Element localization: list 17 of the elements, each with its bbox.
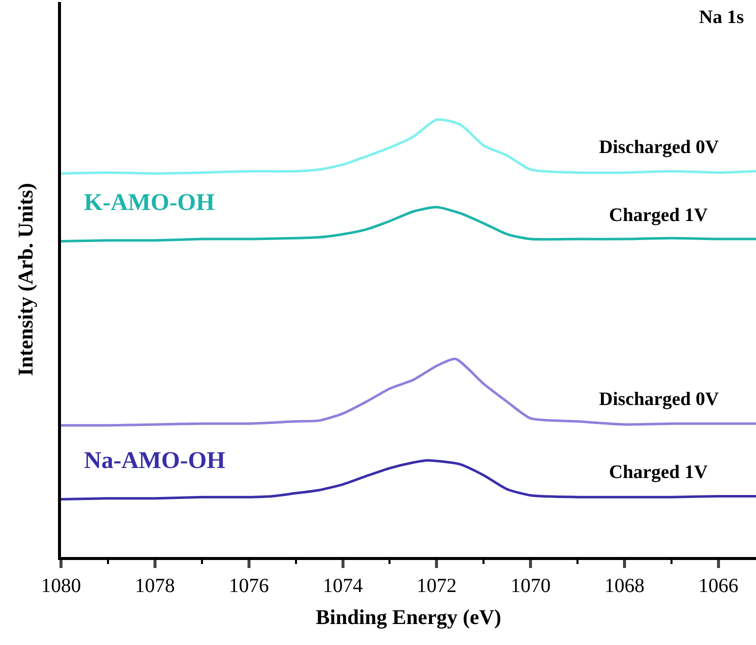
y-axis-title: Intensity (Arb. Units)	[13, 182, 38, 376]
x-tick-label: 1078	[134, 574, 175, 597]
x-tick-label: 1072	[416, 574, 457, 597]
x-tick-label: 1074	[322, 574, 363, 597]
text: Na 1s	[699, 7, 744, 28]
x-tick-label: 1068	[604, 574, 645, 597]
x-axis-title: Binding Energy (eV)	[316, 604, 502, 629]
annotation: K-AMO-OH	[84, 190, 215, 216]
annotation: Discharged 0V	[599, 137, 720, 158]
annotation: Na-AMO-OH	[84, 448, 226, 474]
annotation: Discharged 0V	[599, 389, 720, 410]
x-tick-label: 1076	[228, 574, 269, 597]
x-tick-label: 1070	[510, 574, 551, 597]
x-tick-label: 1080	[41, 574, 81, 597]
annotation: Charged 1V	[609, 462, 708, 483]
annotation: Charged 1V	[609, 205, 708, 226]
x-tick-label: 1066	[698, 574, 738, 597]
